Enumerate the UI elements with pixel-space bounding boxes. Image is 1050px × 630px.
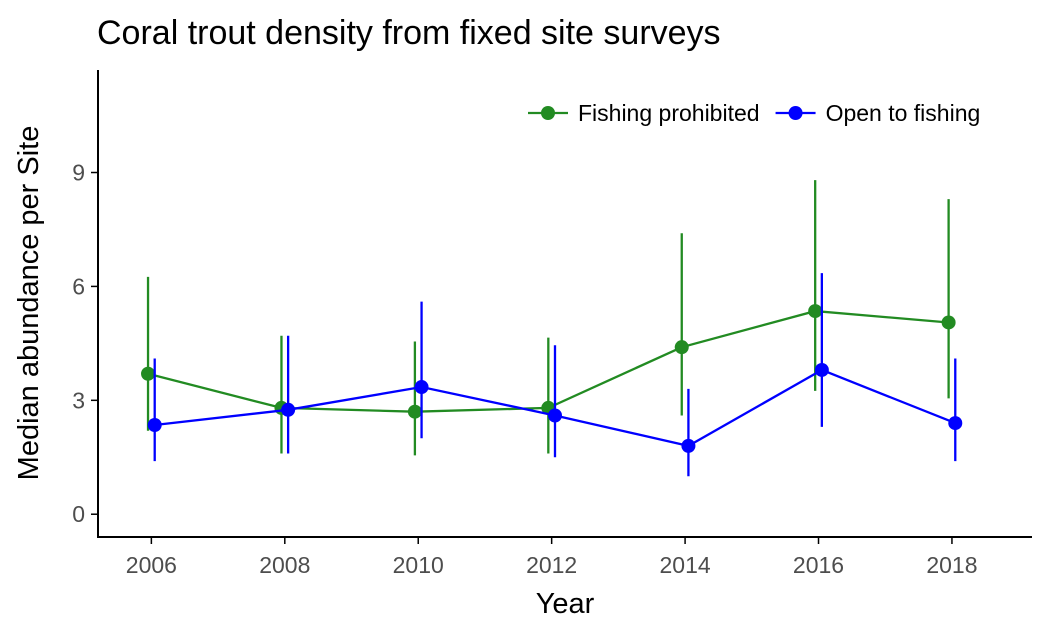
legend-label: Fishing prohibited <box>578 100 760 126</box>
y-ticks: 0 3 6 9 <box>72 160 98 527</box>
x-axis-title: Year <box>536 588 595 620</box>
legend-item: Fishing prohibited <box>528 100 760 126</box>
data-point <box>674 340 689 355</box>
data-point <box>814 362 829 377</box>
legend-key-point <box>541 106 555 120</box>
legend-key-point <box>788 106 803 120</box>
y-tick-label: 3 <box>72 387 85 413</box>
y-tick-label: 0 <box>72 501 85 527</box>
y-tick-label: 6 <box>72 273 85 299</box>
data-point <box>808 304 823 319</box>
x-ticks: 2006 2008 2010 2012 2014 2016 2018 <box>126 537 978 578</box>
axes <box>97 70 1032 538</box>
y-tick-label: 9 <box>72 160 85 186</box>
x-tick-label: 2014 <box>659 552 710 578</box>
data-point <box>141 366 156 381</box>
x-tick-label: 2010 <box>393 552 444 578</box>
x-tick-label: 2016 <box>793 552 844 578</box>
series-layer <box>141 180 963 477</box>
data-point <box>941 315 956 330</box>
x-tick-label: 2006 <box>126 552 177 578</box>
legend-item: Open to fishing <box>775 100 981 126</box>
data-point <box>681 438 696 453</box>
data-point <box>147 417 162 432</box>
chart-title: Coral trout density from fixed site surv… <box>97 14 721 52</box>
series-open-to-fishing <box>147 273 963 477</box>
data-point <box>547 408 562 423</box>
y-axis-title: Median abundance per Site <box>13 126 45 481</box>
legend: Fishing prohibited Open to fishing <box>528 100 980 126</box>
legend-label: Open to fishing <box>826 100 981 126</box>
data-point <box>407 404 422 419</box>
data-point <box>948 416 963 431</box>
data-point <box>414 380 429 395</box>
x-tick-label: 2008 <box>259 552 310 578</box>
data-point <box>281 402 296 417</box>
x-tick-label: 2018 <box>926 552 977 578</box>
x-tick-label: 2012 <box>526 552 577 578</box>
